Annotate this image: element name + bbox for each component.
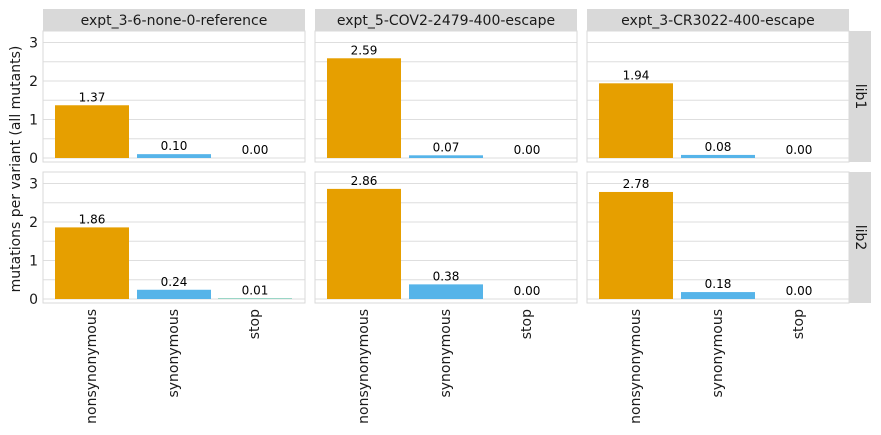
bar-synonymous	[409, 155, 483, 158]
y-tick-label: 2	[29, 215, 38, 231]
bar-nonsynonymous	[55, 105, 129, 158]
row-strip-label: lib1	[852, 84, 868, 110]
x-tick-label: synonymous	[438, 309, 454, 398]
y-tick-label: 3	[29, 177, 38, 193]
bar-nonsynonymous	[327, 58, 401, 158]
data-label: 1.94	[623, 68, 650, 82]
column-strip-label: expt_3-CR3022-400-escape	[621, 13, 815, 29]
y-tick-label: 1	[29, 113, 38, 129]
y-tick-label: 3	[29, 36, 38, 52]
y-tick-label: 0	[29, 151, 38, 167]
bar-synonymous	[137, 290, 211, 299]
data-label: 1.86	[79, 212, 106, 226]
data-label: 0.00	[786, 284, 813, 298]
data-label: 0.38	[433, 269, 460, 283]
x-tick-label: stop	[247, 309, 263, 339]
data-label: 0.18	[705, 277, 732, 291]
y-axis-title: mutations per variant (all mutants)	[8, 46, 24, 293]
x-tick-label: nonsynonymous	[84, 309, 100, 424]
bar-synonymous	[137, 154, 211, 158]
bar-nonsynonymous	[327, 189, 401, 299]
bar-synonymous	[681, 292, 755, 299]
row-strip-label: lib2	[852, 225, 868, 251]
data-label: 0.00	[242, 143, 269, 157]
bar-synonymous	[409, 284, 483, 299]
x-tick-label: stop	[519, 309, 535, 339]
data-label: 0.00	[786, 143, 813, 157]
data-label: 2.59	[351, 43, 378, 57]
data-label: 2.86	[351, 174, 378, 188]
x-tick-label: stop	[791, 309, 807, 339]
data-label: 0.01	[242, 284, 269, 298]
data-label: 0.08	[705, 140, 732, 154]
column-strip-label: expt_3-6-none-0-reference	[81, 13, 268, 29]
y-tick-label: 2	[29, 74, 38, 90]
bar-nonsynonymous	[599, 83, 673, 158]
data-label: 0.07	[433, 140, 460, 154]
x-tick-label: nonsynonymous	[356, 309, 372, 424]
y-tick-label: 1	[29, 254, 38, 270]
data-label: 1.37	[79, 90, 106, 104]
data-label: 0.00	[514, 284, 541, 298]
data-label: 0.00	[514, 143, 541, 157]
x-tick-label: nonsynonymous	[628, 309, 644, 424]
x-tick-label: synonymous	[166, 309, 182, 398]
bar-nonsynonymous	[599, 192, 673, 299]
x-tick-label: synonymous	[710, 309, 726, 398]
data-label: 2.78	[623, 177, 650, 191]
column-strip-label: expt_5-COV2-2479-400-escape	[337, 13, 555, 29]
data-label: 0.24	[161, 275, 188, 289]
data-label: 0.10	[161, 139, 188, 153]
bar-nonsynonymous	[55, 227, 129, 299]
y-tick-label: 0	[29, 292, 38, 308]
bar-synonymous	[681, 155, 755, 158]
